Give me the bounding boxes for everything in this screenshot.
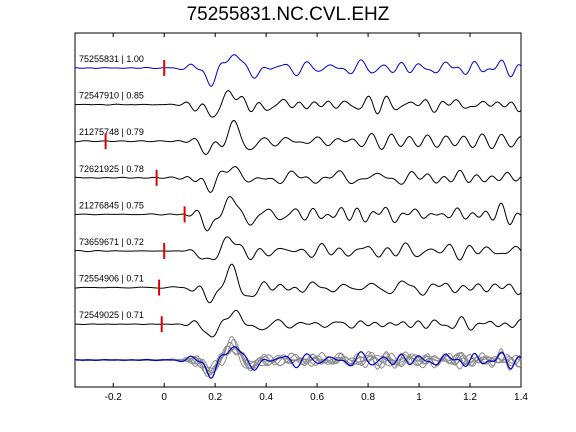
traces-layer <box>74 54 522 338</box>
stack-layer <box>74 336 522 379</box>
waveform-trace <box>74 120 522 155</box>
x-tick-label: 0.2 <box>208 392 222 403</box>
x-tick-label: 1 <box>416 392 422 403</box>
labels-layer: 75255831 | 1.00 72547910 | 0.85 21275748 |… <box>79 54 144 320</box>
chart-title: 75255831.NC.CVL.EHZ <box>186 4 390 25</box>
waveform-trace <box>74 263 522 304</box>
picks-layer <box>104 60 186 333</box>
stacked-reference-trace <box>74 346 522 379</box>
waveform-trace <box>74 90 522 118</box>
x-tick-label: 0.4 <box>259 392 273 403</box>
waveform-trace <box>74 309 522 338</box>
axes-frame <box>74 32 522 388</box>
trace-label: 21275748 | 0.79 <box>79 127 144 137</box>
x-tick-label: 0.8 <box>361 392 375 403</box>
waveform-trace <box>74 166 522 193</box>
trace-label: 72549025 | 0.71 <box>79 310 144 320</box>
trace-label: 21276845 | 0.75 <box>79 200 144 210</box>
x-tick-label: 0.6 <box>310 392 324 403</box>
trace-label: 72621925 | 0.78 <box>79 164 144 174</box>
waveform-trace <box>74 236 522 261</box>
x-tick-label: 1.4 <box>514 392 528 403</box>
trace-label: 72547910 | 0.85 <box>79 91 144 101</box>
x-tick-label: 1.2 <box>463 392 477 403</box>
x-tick-label: 0 <box>161 392 167 403</box>
waveform-trace <box>74 54 522 87</box>
x-axis: -0.2 0 0.2 0.4 0.6 0.8 1 1.2 1.4 <box>105 33 528 403</box>
waveform-trace <box>74 196 522 232</box>
trace-label: 73659671 | 0.72 <box>79 237 144 247</box>
trace-label: 75255831 | 1.00 <box>79 54 144 64</box>
x-tick-label: -0.2 <box>105 392 123 403</box>
trace-label: 72554906 | 0.71 <box>79 274 144 284</box>
